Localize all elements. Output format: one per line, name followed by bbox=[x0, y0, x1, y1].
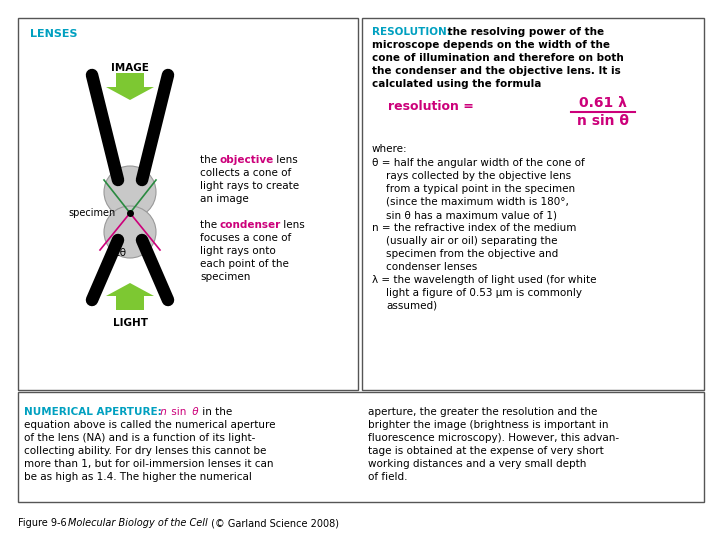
Text: n: n bbox=[157, 407, 167, 417]
Text: lens: lens bbox=[273, 155, 298, 165]
Circle shape bbox=[104, 206, 156, 258]
Text: where:: where: bbox=[372, 144, 408, 154]
Text: calculated using the formula: calculated using the formula bbox=[372, 79, 541, 89]
Text: resolution =: resolution = bbox=[388, 100, 474, 113]
Text: rays collected by the objective lens: rays collected by the objective lens bbox=[386, 171, 571, 181]
Text: an image: an image bbox=[200, 194, 248, 204]
Text: the: the bbox=[200, 155, 220, 165]
Text: of field.: of field. bbox=[368, 472, 408, 482]
Bar bbox=[362, 18, 704, 390]
Text: collects a cone of: collects a cone of bbox=[200, 168, 292, 178]
Text: Figure 9-6: Figure 9-6 bbox=[18, 518, 73, 528]
Text: λ = the wavelength of light used (for white: λ = the wavelength of light used (for wh… bbox=[372, 275, 596, 285]
Text: of the lens (NA) and is a function of its light-: of the lens (NA) and is a function of it… bbox=[24, 433, 256, 443]
Text: θ: θ bbox=[189, 407, 199, 417]
Text: specimen: specimen bbox=[68, 208, 116, 218]
Text: (usually air or oil) separating the: (usually air or oil) separating the bbox=[386, 236, 557, 246]
Text: NUMERICAL APERTURE:: NUMERICAL APERTURE: bbox=[24, 407, 162, 417]
Text: microscope depends on the width of the: microscope depends on the width of the bbox=[372, 40, 610, 50]
Text: the: the bbox=[200, 220, 220, 230]
Text: equation above is called the numerical aperture: equation above is called the numerical a… bbox=[24, 420, 276, 430]
Text: objective: objective bbox=[220, 155, 274, 165]
Text: RESOLUTION:: RESOLUTION: bbox=[372, 27, 451, 37]
Text: lens: lens bbox=[280, 220, 305, 230]
Text: cone of illumination and therefore on both: cone of illumination and therefore on bo… bbox=[372, 53, 624, 63]
Bar bbox=[18, 392, 704, 502]
Text: collecting ability. For dry lenses this cannot be: collecting ability. For dry lenses this … bbox=[24, 446, 266, 456]
Bar bbox=[18, 18, 358, 390]
Text: LENSES: LENSES bbox=[30, 29, 78, 39]
Text: aperture, the greater the resolution and the: aperture, the greater the resolution and… bbox=[368, 407, 598, 417]
Text: (since the maximum width is 180°,: (since the maximum width is 180°, bbox=[386, 197, 569, 207]
Text: in the: in the bbox=[199, 407, 233, 417]
Polygon shape bbox=[106, 283, 154, 310]
Text: n sin θ: n sin θ bbox=[577, 114, 629, 128]
Text: light rays to create: light rays to create bbox=[200, 181, 299, 191]
Text: specimen from the objective and: specimen from the objective and bbox=[386, 249, 558, 259]
Text: tage is obtained at the expense of very short: tage is obtained at the expense of very … bbox=[368, 446, 604, 456]
Text: fluorescence microscopy). However, this advan-: fluorescence microscopy). However, this … bbox=[368, 433, 619, 443]
Text: condenser: condenser bbox=[220, 220, 282, 230]
Text: each point of the: each point of the bbox=[200, 259, 289, 269]
Text: light rays onto: light rays onto bbox=[200, 246, 276, 256]
Text: LIGHT: LIGHT bbox=[112, 318, 148, 328]
Text: Molecular Biology of the Cell: Molecular Biology of the Cell bbox=[68, 518, 208, 528]
Text: IMAGE: IMAGE bbox=[111, 63, 149, 73]
Text: more than 1, but for oil-immersion lenses it can: more than 1, but for oil-immersion lense… bbox=[24, 459, 274, 469]
Text: be as high as 1.4. The higher the numerical: be as high as 1.4. The higher the numeri… bbox=[24, 472, 252, 482]
Text: specimen: specimen bbox=[200, 272, 251, 282]
Text: light a figure of 0.53 μm is commonly: light a figure of 0.53 μm is commonly bbox=[386, 288, 582, 298]
Text: 2θ: 2θ bbox=[114, 248, 127, 258]
Text: 0.61 λ: 0.61 λ bbox=[579, 96, 627, 110]
Text: from a typical point in the specimen: from a typical point in the specimen bbox=[386, 184, 575, 194]
Text: sin θ has a maximum value of 1): sin θ has a maximum value of 1) bbox=[386, 210, 557, 220]
Text: n = the refractive index of the medium: n = the refractive index of the medium bbox=[372, 223, 577, 233]
Text: sin: sin bbox=[168, 407, 186, 417]
Text: (© Garland Science 2008): (© Garland Science 2008) bbox=[208, 518, 339, 528]
Text: the condenser and the objective lens. It is: the condenser and the objective lens. It… bbox=[372, 66, 621, 76]
Text: condenser lenses: condenser lenses bbox=[386, 262, 477, 272]
Text: working distances and a very small depth: working distances and a very small depth bbox=[368, 459, 586, 469]
Circle shape bbox=[104, 166, 156, 218]
Text: focuses a cone of: focuses a cone of bbox=[200, 233, 292, 243]
Text: θ = half the angular width of the cone of: θ = half the angular width of the cone o… bbox=[372, 158, 585, 168]
Text: assumed): assumed) bbox=[386, 301, 437, 311]
Polygon shape bbox=[106, 73, 154, 100]
Text: brighter the image (brightness is important in: brighter the image (brightness is import… bbox=[368, 420, 608, 430]
Text: the resolving power of the: the resolving power of the bbox=[444, 27, 604, 37]
